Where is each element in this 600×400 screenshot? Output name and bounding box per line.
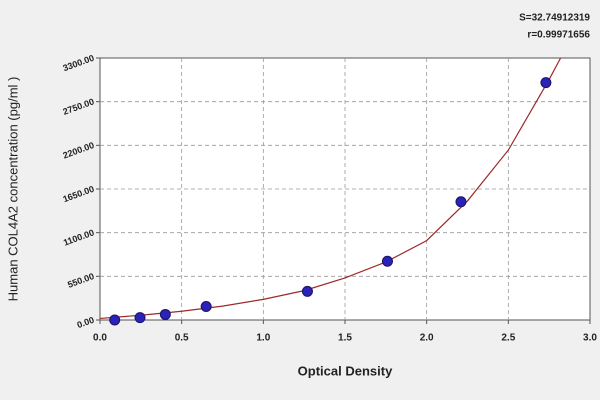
fit-curve <box>99 57 562 320</box>
data-point <box>200 301 212 313</box>
data-point <box>455 196 467 208</box>
data-point <box>159 308 171 320</box>
data-point <box>301 285 313 297</box>
x-tick-label: 1.5 <box>338 333 352 344</box>
data-point <box>134 312 146 324</box>
x-tick-label: 2.0 <box>420 333 434 344</box>
y-axis-label: Human COL4A2 concentration (pg/ml ) <box>5 77 20 302</box>
annotation: S=32.74912319 <box>519 13 590 24</box>
annotation: r=0.99971656 <box>527 30 590 41</box>
x-tick-label: 0.0 <box>93 333 107 344</box>
x-axis-label: Optical Density <box>298 363 393 378</box>
x-tick-label: 1.0 <box>256 333 270 344</box>
x-tick-label: 2.5 <box>501 333 515 344</box>
data-point <box>540 77 552 89</box>
data-point <box>109 314 121 326</box>
x-tick-label: 0.5 <box>175 333 189 344</box>
data-point <box>381 255 393 267</box>
x-tick-label: 3.0 <box>583 333 597 344</box>
